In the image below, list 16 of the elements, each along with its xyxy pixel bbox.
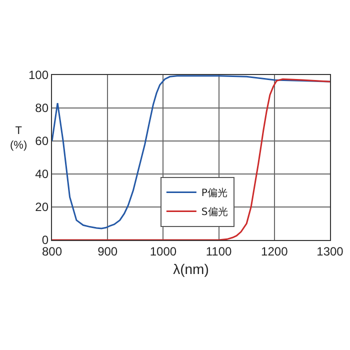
x-tick-label: 1000 xyxy=(150,244,177,258)
y-tick-label: 0 xyxy=(42,233,49,248)
x-tick-label: 1100 xyxy=(206,244,232,258)
y-tick-label: 80 xyxy=(35,101,49,116)
y-tick-label: 100 xyxy=(28,68,49,82)
y-axis-title: T (%) xyxy=(10,125,28,152)
y-tick-label: 20 xyxy=(35,200,49,214)
x-tick-label: 1200 xyxy=(261,244,288,258)
x-tick-label: 900 xyxy=(98,244,118,258)
x-tick-label: 800 xyxy=(42,244,62,258)
y-tick-label: 60 xyxy=(35,134,49,148)
y-tick-label: 40 xyxy=(35,167,49,182)
x-tick-label: 1300 xyxy=(316,244,344,258)
legend-label: P偏光 xyxy=(201,187,228,200)
legend-label: S偏光 xyxy=(201,206,228,218)
x-axis-title: λ(nm) xyxy=(173,260,209,277)
